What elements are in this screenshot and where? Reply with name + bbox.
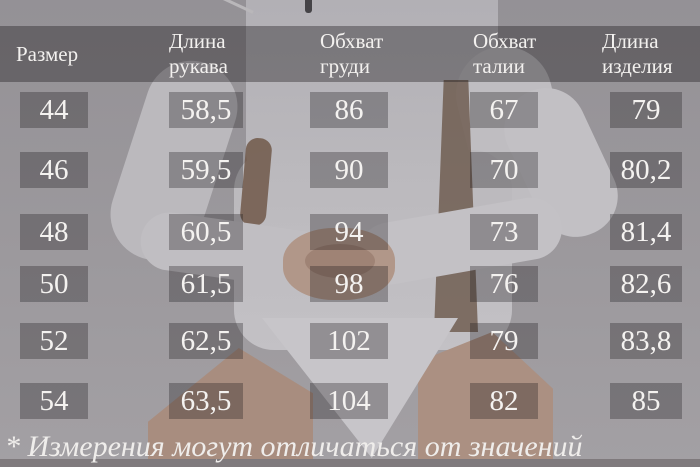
table-cell-waist: 82 bbox=[470, 383, 538, 419]
table-cell-chest: 94 bbox=[310, 214, 388, 250]
table-cell-waist: 76 bbox=[470, 266, 538, 302]
photo-bottom-edge-strip bbox=[0, 459, 700, 467]
table-cell-length: 80,2 bbox=[610, 152, 682, 188]
table-header-row: Размер Длина рукава Обхват груди Обхват … bbox=[0, 26, 700, 82]
table-cell-length: 81,4 bbox=[610, 214, 682, 250]
table-cell-waist: 67 bbox=[470, 92, 538, 128]
table-cell-sleeve: 58,5 bbox=[169, 92, 243, 128]
cropped-title-letter-mark bbox=[305, 0, 312, 13]
table-cell-chest: 90 bbox=[310, 152, 388, 188]
table-cell-waist: 73 bbox=[470, 214, 538, 250]
column-header-waist-girth: Обхват талии bbox=[473, 29, 537, 78]
table-cell-sleeve: 60,5 bbox=[169, 214, 243, 250]
table-cell-size: 46 bbox=[20, 152, 88, 188]
table-cell-length: 82,6 bbox=[610, 266, 682, 302]
table-cell-size: 50 bbox=[20, 266, 88, 302]
column-header-sleeve-length: Длина рукава bbox=[169, 29, 228, 78]
table-cell-chest: 98 bbox=[310, 266, 388, 302]
column-header-item-length: Длина изделия bbox=[602, 29, 673, 78]
table-cell-size: 52 bbox=[20, 323, 88, 359]
table-cell-chest: 86 bbox=[310, 92, 388, 128]
table-cell-size: 48 bbox=[20, 214, 88, 250]
table-cell-waist: 79 bbox=[470, 323, 538, 359]
table-cell-size: 44 bbox=[20, 92, 88, 128]
table-cell-length: 85 bbox=[610, 383, 682, 419]
table-cell-length: 79 bbox=[610, 92, 682, 128]
measurement-disclaimer-footnote: * Измерения могут отличаться от значений bbox=[5, 430, 583, 463]
table-cell-waist: 70 bbox=[470, 152, 538, 188]
table-cell-sleeve: 63,5 bbox=[169, 383, 243, 419]
table-cell-chest: 102 bbox=[310, 323, 388, 359]
column-header-chest-girth: Обхват груди bbox=[320, 29, 384, 78]
table-cell-sleeve: 62,5 bbox=[169, 323, 243, 359]
table-cell-size: 54 bbox=[20, 383, 88, 419]
model-hands-shadow bbox=[305, 244, 375, 278]
table-cell-chest: 104 bbox=[310, 383, 388, 419]
table-cell-sleeve: 59,5 bbox=[169, 152, 243, 188]
table-cell-length: 83,8 bbox=[610, 323, 682, 359]
column-header-size: Размер bbox=[16, 41, 79, 66]
table-cell-sleeve: 61,5 bbox=[169, 266, 243, 302]
